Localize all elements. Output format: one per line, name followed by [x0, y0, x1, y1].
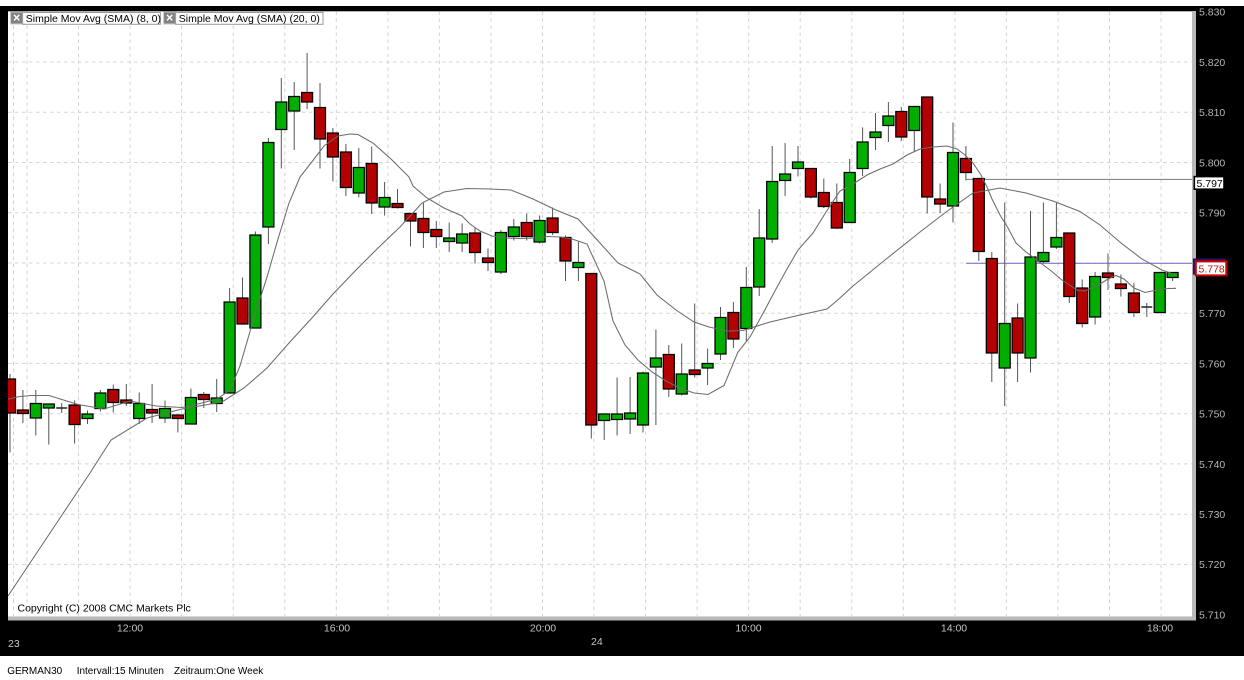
svg-text:Simple Mov Avg (SMA) (8, 0): Simple Mov Avg (SMA) (8, 0): [26, 13, 161, 25]
svg-text:5.830: 5.830: [1199, 7, 1225, 19]
svg-text:24: 24: [591, 636, 603, 648]
svg-text:5.778: 5.778: [1199, 264, 1225, 276]
svg-text:5.790: 5.790: [1199, 208, 1225, 220]
svg-text:5.750: 5.750: [1199, 409, 1225, 421]
svg-text:5.730: 5.730: [1199, 509, 1225, 521]
svg-text:16:00: 16:00: [324, 623, 350, 635]
svg-text:5.770: 5.770: [1199, 308, 1225, 320]
svg-text:18:00: 18:00: [1147, 623, 1173, 635]
svg-text:5.710: 5.710: [1199, 610, 1225, 622]
svg-text:5.800: 5.800: [1199, 157, 1225, 169]
svg-text:5.810: 5.810: [1199, 107, 1225, 119]
svg-text:20:00: 20:00: [530, 623, 556, 635]
svg-text:×: ×: [13, 11, 20, 25]
svg-text:GERMAN30: GERMAN30: [7, 666, 62, 675]
svg-text:12:00: 12:00: [117, 623, 143, 635]
svg-text:5.820: 5.820: [1199, 57, 1225, 69]
svg-text:23: 23: [8, 638, 20, 650]
svg-text:Intervall:15 Minuten: Intervall:15 Minuten: [77, 666, 164, 675]
svg-text:Simple Mov Avg (SMA) (20, 0): Simple Mov Avg (SMA) (20, 0): [179, 13, 320, 25]
svg-text:5.740: 5.740: [1199, 459, 1225, 471]
svg-text:5.797: 5.797: [1197, 178, 1223, 190]
svg-text:5.720: 5.720: [1199, 559, 1225, 571]
svg-text:Copyright (C) 2008 CMC Markets: Copyright (C) 2008 CMC Markets Plc: [18, 603, 191, 615]
svg-text:14:00: 14:00: [941, 623, 967, 635]
svg-text:Zeitraum:One Week: Zeitraum:One Week: [174, 666, 264, 675]
svg-text:5.760: 5.760: [1199, 358, 1225, 370]
svg-text:×: ×: [166, 11, 173, 25]
svg-text:10:00: 10:00: [735, 623, 761, 635]
